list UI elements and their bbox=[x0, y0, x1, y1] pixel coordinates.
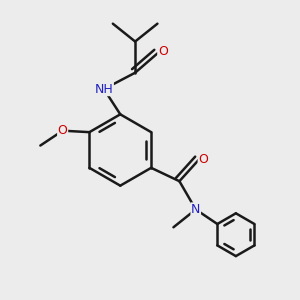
Text: NH: NH bbox=[94, 82, 113, 96]
Text: O: O bbox=[198, 153, 208, 166]
Text: O: O bbox=[158, 45, 168, 58]
Text: N: N bbox=[191, 203, 200, 216]
Text: O: O bbox=[58, 124, 68, 137]
